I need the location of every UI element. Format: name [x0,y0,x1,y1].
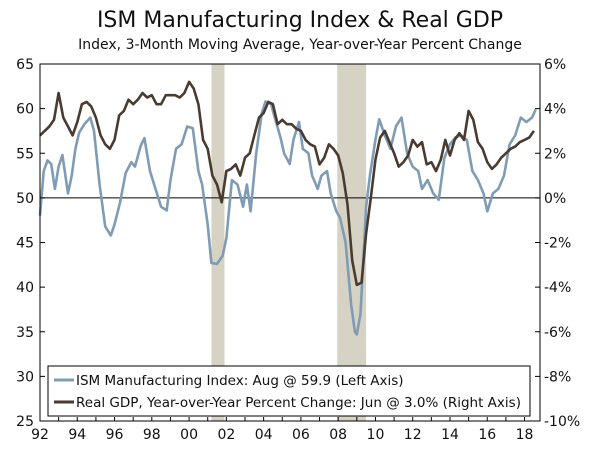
x-tick-label: 12 [404,427,422,443]
x-tick-label: 96 [106,427,124,443]
x-tick-label: 06 [292,427,310,443]
y-left-tick-label: 25 [16,414,34,430]
y-right-tick-label: -8% [544,369,571,385]
y-right-tick-label: 4% [544,102,566,118]
y-right-tick-label: 6% [544,57,566,73]
y-right-tick-label: 2% [544,146,566,162]
y-left-tick-label: 65 [16,57,34,73]
x-tick-label: 92 [31,427,49,443]
recession-band [211,64,225,421]
y-right-tick-label: -10% [544,414,580,430]
y-left-tick-label: 30 [16,369,34,385]
legend-box [47,365,531,417]
y-left-tick-label: 60 [16,102,34,118]
x-tick-label: 14 [441,427,459,443]
x-tick-label: 16 [478,427,496,443]
x-tick-label: 10 [367,427,385,443]
y-left-tick-label: 35 [16,325,34,341]
y-left-tick-label: 55 [16,146,34,162]
y-right-tick-label: -2% [544,236,571,252]
chart-subtitle: Index, 3-Month Moving Average, Year-over… [78,37,522,53]
chart-title: ISM Manufacturing Index & Real GDP [96,8,504,33]
gdp-series-line [39,80,535,287]
y-right-tick-label: -4% [544,280,571,296]
x-tick-label: 00 [180,427,198,443]
y-right-tick-label: -6% [544,325,571,341]
legend-label-ism: ISM Manufacturing Index: Aug @ 59.9 (Lef… [76,373,404,389]
y-left-tick-label: 50 [16,191,34,207]
legend-label-gdp: Real GDP, Year-over-Year Percent Change:… [76,395,521,411]
y-right-tick-label: 0% [544,191,566,207]
x-tick-label: 08 [329,427,347,443]
y-left-tick-label: 40 [16,280,34,296]
x-tick-label: 04 [255,427,273,443]
y-left-tick-label: 45 [16,236,34,252]
x-tick-label: 98 [143,427,161,443]
x-tick-label: 94 [68,427,86,443]
x-tick-label: 02 [217,427,235,443]
ism-series-line [38,100,537,336]
x-tick-label: 18 [516,427,534,443]
